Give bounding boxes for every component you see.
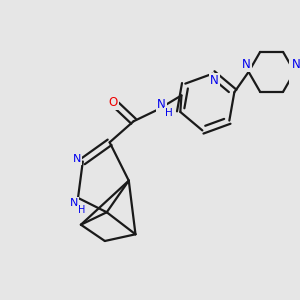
Text: H: H: [78, 205, 85, 215]
Text: N: N: [70, 198, 78, 208]
Text: N: N: [73, 154, 81, 164]
Text: N: N: [242, 58, 251, 71]
Text: N: N: [292, 58, 300, 71]
Text: O: O: [109, 96, 118, 109]
Text: N: N: [157, 98, 166, 112]
Text: N: N: [210, 74, 219, 87]
Text: H: H: [165, 108, 173, 118]
